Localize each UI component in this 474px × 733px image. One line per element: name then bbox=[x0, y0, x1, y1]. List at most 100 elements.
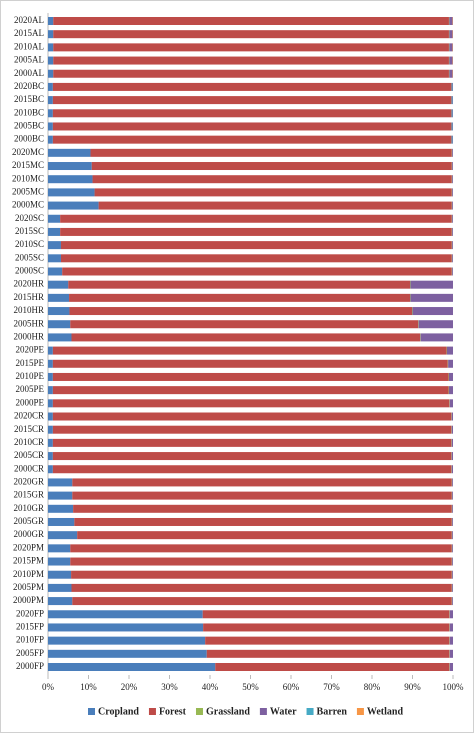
bar-segment bbox=[452, 597, 453, 606]
bar-segment bbox=[451, 109, 453, 118]
bar-segment bbox=[48, 43, 54, 52]
y-tick-label: 2015AL bbox=[14, 28, 44, 38]
y-tick-label: 2015SC bbox=[15, 226, 44, 236]
bar-segment bbox=[92, 175, 452, 184]
legend-label: Cropland bbox=[98, 706, 139, 717]
y-tick-label: 2010HR bbox=[13, 305, 44, 315]
bar-segment bbox=[48, 69, 54, 78]
y-tick-label: 2000CR bbox=[14, 463, 44, 473]
y-tick-label: 2000SC bbox=[15, 266, 44, 276]
y-tick-label: 2005PM bbox=[13, 582, 44, 592]
bar-segment bbox=[48, 333, 72, 342]
bar-segment bbox=[410, 293, 453, 302]
legend-swatch bbox=[88, 708, 95, 715]
bar-segment bbox=[452, 267, 453, 276]
bar-segment bbox=[71, 583, 452, 592]
y-tick-label: 2010SC bbox=[15, 239, 44, 249]
bar-segment bbox=[52, 465, 452, 474]
bar-segment bbox=[53, 43, 449, 52]
y-tick-label: 2020FP bbox=[16, 608, 44, 618]
bar-segment bbox=[448, 372, 453, 381]
y-tick-label: 2005CR bbox=[14, 450, 44, 460]
legend-swatch bbox=[306, 708, 314, 715]
x-tick-label: 0% bbox=[42, 682, 55, 692]
bar-segment bbox=[52, 82, 451, 91]
y-tick-label: 2015PM bbox=[13, 556, 44, 566]
bar-segment bbox=[52, 346, 447, 355]
bar-segment bbox=[48, 109, 53, 118]
bar-segment bbox=[60, 254, 452, 263]
bar-segment bbox=[48, 597, 73, 606]
bar-segment bbox=[451, 122, 453, 131]
bar-segment bbox=[48, 201, 99, 210]
bar-segment bbox=[449, 649, 453, 658]
y-tick-label: 2005HR bbox=[13, 318, 44, 328]
y-tick-label: 2015PE bbox=[15, 358, 44, 368]
y-tick-label: 2005MC bbox=[12, 186, 44, 196]
bar-segment bbox=[48, 465, 53, 474]
bar-segment bbox=[451, 96, 453, 105]
bar-segment bbox=[68, 280, 411, 289]
bar-segment bbox=[53, 56, 449, 65]
y-tick-label: 2000GR bbox=[13, 529, 44, 539]
bar-segment bbox=[48, 188, 95, 197]
bar-segment bbox=[449, 30, 453, 39]
bar-segment bbox=[48, 175, 93, 184]
y-tick-label: 2010PE bbox=[15, 371, 44, 381]
bar-segment bbox=[48, 227, 61, 236]
bar-segment bbox=[48, 320, 71, 329]
bar-segment bbox=[48, 623, 204, 632]
y-tick-label: 2020PM bbox=[13, 542, 44, 552]
y-tick-label: 2015HR bbox=[13, 292, 44, 302]
bar-segment bbox=[420, 333, 453, 342]
bar-segment bbox=[52, 96, 451, 105]
y-tick-label: 2000MC bbox=[12, 200, 44, 210]
x-tick-label: 10% bbox=[80, 682, 97, 692]
bar-segment bbox=[48, 293, 70, 302]
bar-segment bbox=[48, 452, 53, 461]
bar-segment bbox=[70, 544, 452, 553]
legend-label: Water bbox=[270, 706, 297, 717]
y-tick-label: 2005AL bbox=[14, 55, 44, 65]
bar-segment bbox=[452, 241, 453, 250]
legend-label: Wetland bbox=[367, 706, 404, 717]
bar-segment bbox=[48, 56, 54, 65]
y-tick-label: 2000FP bbox=[16, 661, 44, 671]
bar-segment bbox=[60, 241, 452, 250]
y-tick-label: 2010AL bbox=[14, 41, 44, 51]
bar-segment bbox=[48, 399, 53, 408]
bar-segment bbox=[53, 17, 449, 25]
y-tick-label: 2020SC bbox=[15, 213, 44, 223]
x-tick-label: 20% bbox=[121, 682, 138, 692]
x-tick-label: 80% bbox=[364, 682, 381, 692]
x-tick-label: 40% bbox=[202, 682, 219, 692]
bar-segment bbox=[203, 623, 450, 632]
bar-segment bbox=[52, 386, 449, 395]
y-tick-label: 2005BC bbox=[14, 121, 44, 131]
y-tick-label: 2010PM bbox=[13, 569, 44, 579]
bar-segment bbox=[452, 227, 453, 236]
bar-segment bbox=[70, 557, 452, 566]
bar-segment bbox=[452, 162, 453, 171]
y-tick-label: 2000PE bbox=[15, 397, 44, 407]
bar-segment bbox=[48, 122, 53, 131]
legend-swatch bbox=[259, 708, 267, 715]
bar-segment bbox=[77, 531, 452, 540]
bar-segment bbox=[48, 386, 53, 395]
bar-segment bbox=[98, 201, 452, 210]
bar-segment bbox=[72, 597, 452, 606]
y-tick-label: 2000BC bbox=[14, 134, 44, 144]
bar-segment bbox=[451, 438, 453, 447]
bar-segment bbox=[48, 610, 203, 619]
bar-segment bbox=[452, 478, 453, 487]
y-tick-label: 2010BC bbox=[14, 107, 44, 117]
bar-segment bbox=[48, 557, 71, 566]
bar-segment bbox=[205, 636, 450, 645]
bar-segment bbox=[48, 478, 73, 487]
legend-label: Forest bbox=[159, 706, 187, 717]
bar-segment bbox=[48, 135, 53, 144]
bar-segment bbox=[53, 69, 449, 78]
bar-segment bbox=[452, 570, 453, 579]
bar-segment bbox=[48, 517, 75, 526]
bar-segment bbox=[52, 412, 452, 421]
